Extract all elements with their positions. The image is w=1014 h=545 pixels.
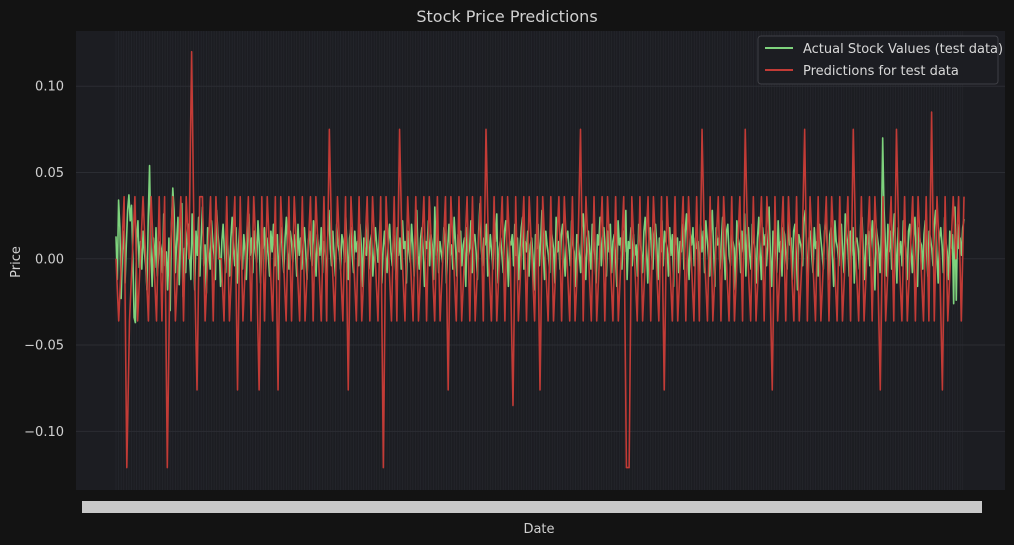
legend: Actual Stock Values (test data) Predicti… <box>757 35 1003 85</box>
y-tick-label: −0.05 <box>24 339 64 354</box>
y-axis-ticks: 0.10 0.05 0.00 −0.05 −0.10 <box>24 80 64 440</box>
y-axis-label: Price <box>9 246 24 278</box>
chart-title: Stock Price Predictions <box>416 7 597 26</box>
predicted-series-line <box>115 50 965 469</box>
x-axis-label: Date <box>523 522 554 537</box>
series-lines <box>115 50 965 469</box>
actual-series-line <box>115 137 965 324</box>
legend-box <box>757 35 999 85</box>
x-axis-tick-labels-overlap <box>82 501 982 513</box>
y-tick-label: 0.05 <box>35 166 64 181</box>
legend-label-actual: Actual Stock Values (test data) <box>803 42 1003 57</box>
y-tick-label: 0.10 <box>35 80 64 95</box>
y-tick-label: 0.00 <box>35 252 64 267</box>
legend-label-predicted: Predictions for test data <box>803 64 959 79</box>
y-tick-label: −0.10 <box>24 425 64 440</box>
